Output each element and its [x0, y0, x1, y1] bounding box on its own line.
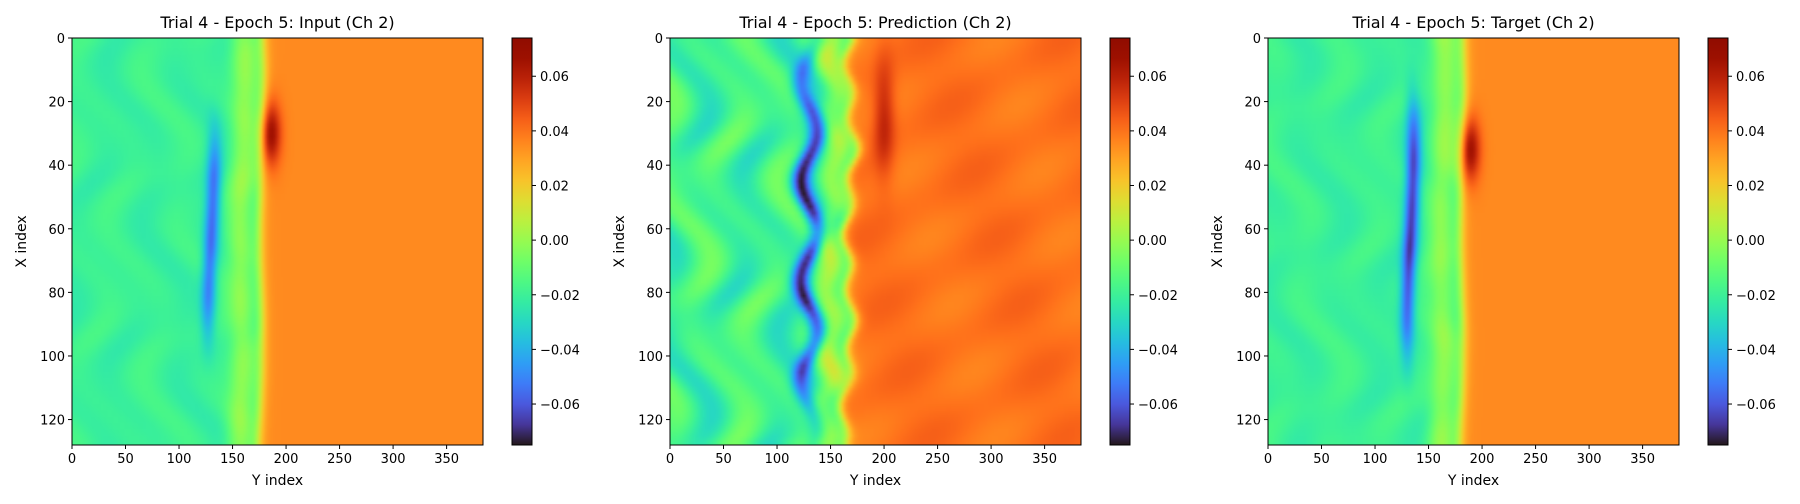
- y-tick-label: 60: [646, 223, 663, 238]
- x-tick-label: 0: [68, 452, 76, 467]
- y-tick-label: 40: [48, 159, 65, 174]
- y-tick-label: 20: [1244, 96, 1261, 111]
- colorbar-tick-label: 0.04: [540, 125, 569, 140]
- colorbar-tick-label: 0.02: [1138, 180, 1167, 195]
- colorbar-tick-label: 0.06: [1736, 70, 1765, 85]
- axes-frame: [1267, 37, 1680, 446]
- chart-title: Trial 4 - Epoch 5: Input (Ch 2): [159, 13, 394, 32]
- axes-frame: [669, 37, 1082, 446]
- chart-title: Trial 4 - Epoch 5: Prediction (Ch 2): [738, 13, 1011, 32]
- y-axis-label: X index: [1210, 215, 1226, 267]
- x-tick-label: 150: [818, 452, 843, 467]
- colorbar-tick-label: 0.06: [540, 70, 569, 85]
- y-tick-label: 0: [57, 32, 65, 47]
- y-tick-label: 120: [638, 414, 663, 429]
- x-tick-label: 200: [872, 452, 897, 467]
- colorbar-tick-label: −0.02: [1138, 289, 1178, 304]
- heatmap-image: [72, 38, 483, 445]
- x-tick-label: 250: [327, 452, 352, 467]
- panel-2: Trial 4 - Epoch 5: Prediction (Ch 2) 0 50 1…: [612, 13, 1178, 489]
- colorbar: [1109, 37, 1131, 446]
- y-tick-label: 40: [1244, 159, 1261, 174]
- axes-frame: [71, 37, 484, 446]
- colorbar-tick-label: 0.04: [1736, 125, 1765, 140]
- chart-title: Trial 4 - Epoch 5: Target (Ch 2): [1351, 13, 1594, 32]
- y-tick-label: 0: [1253, 32, 1261, 47]
- colorbar-tick-label: −0.04: [540, 343, 580, 358]
- colorbar-tick-label: 0.04: [1138, 125, 1167, 140]
- y-axis-label: X index: [612, 215, 628, 267]
- y-tick-label: 60: [1244, 223, 1261, 238]
- x-axis-label: Y index: [849, 473, 901, 489]
- x-tick-label: 350: [1032, 452, 1057, 467]
- y-tick-label: 100: [40, 350, 65, 365]
- y-tick-label: 20: [646, 96, 663, 111]
- colorbar-tick-label: 0.02: [540, 180, 569, 195]
- colorbar-tick-label: 0.00: [1138, 234, 1167, 249]
- heatmap-image: [670, 38, 1081, 445]
- colorbar-tick-label: −0.04: [1736, 343, 1776, 358]
- y-tick-label: 0: [655, 32, 663, 47]
- x-tick-label: 350: [1630, 452, 1655, 467]
- x-tick-label: 300: [1577, 452, 1602, 467]
- y-tick-label: 80: [646, 286, 663, 301]
- x-tick-label: 250: [925, 452, 950, 467]
- y-tick-label: 100: [638, 350, 663, 365]
- y-tick-label: 80: [48, 286, 65, 301]
- heatmap-image: [1268, 38, 1679, 445]
- y-tick-label: 80: [1244, 286, 1261, 301]
- y-tick-label: 60: [48, 223, 65, 238]
- panel-1: Trial 4 - Epoch 5: Input (Ch 2) 0 50 100 150…: [14, 13, 580, 489]
- x-tick-label: 100: [167, 452, 192, 467]
- colorbar: [1707, 37, 1729, 446]
- x-tick-label: 150: [220, 452, 245, 467]
- x-axis-label: Y index: [251, 473, 303, 489]
- colorbar-tick-label: −0.02: [540, 289, 580, 304]
- y-tick-label: 40: [646, 159, 663, 174]
- x-tick-label: 100: [1363, 452, 1388, 467]
- panel-3: Trial 4 - Epoch 5: Target (Ch 2) 0 50 100 15…: [1210, 13, 1776, 489]
- x-axis-label: Y index: [1447, 473, 1499, 489]
- x-tick-label: 250: [1523, 452, 1548, 467]
- colorbar-tick-label: −0.06: [540, 398, 580, 413]
- colorbar-tick-label: 0.00: [1736, 234, 1765, 249]
- colorbar-tick-label: 0.06: [1138, 70, 1167, 85]
- x-tick-label: 50: [1313, 452, 1330, 467]
- x-tick-label: 200: [274, 452, 299, 467]
- x-tick-label: 200: [1470, 452, 1495, 467]
- colorbar-tick-label: −0.02: [1736, 289, 1776, 304]
- colorbar-tick-label: 0.00: [540, 234, 569, 249]
- x-tick-label: 50: [117, 452, 134, 467]
- x-tick-label: 0: [666, 452, 674, 467]
- x-tick-label: 100: [765, 452, 790, 467]
- x-tick-label: 150: [1416, 452, 1441, 467]
- x-tick-label: 350: [434, 452, 459, 467]
- colorbar-tick-label: −0.06: [1736, 398, 1776, 413]
- colorbar-tick-label: 0.02: [1736, 180, 1765, 195]
- colorbar: [511, 37, 533, 446]
- colorbar-tick-label: −0.06: [1138, 398, 1178, 413]
- y-tick-label: 120: [40, 414, 65, 429]
- colorbar-tick-label: −0.04: [1138, 343, 1178, 358]
- x-tick-label: 300: [979, 452, 1004, 467]
- x-tick-label: 300: [381, 452, 406, 467]
- y-tick-label: 100: [1236, 350, 1261, 365]
- x-tick-label: 0: [1264, 452, 1272, 467]
- x-tick-label: 50: [715, 452, 732, 467]
- y-tick-label: 120: [1236, 414, 1261, 429]
- y-tick-label: 20: [48, 96, 65, 111]
- y-axis-label: X index: [14, 215, 30, 267]
